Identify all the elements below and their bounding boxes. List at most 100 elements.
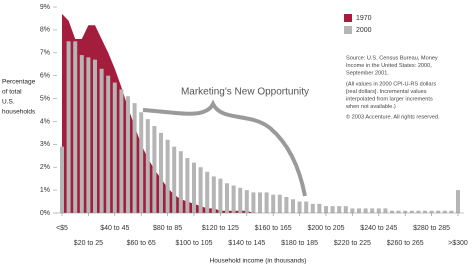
bar [416, 210, 421, 213]
x-tick-label: $20 to 25 [74, 240, 103, 247]
bar [363, 208, 368, 213]
bar [172, 146, 177, 213]
bar [396, 210, 401, 213]
x-tick-label: $120 to 125 [202, 225, 239, 232]
bar [409, 210, 414, 213]
x-tick-label: $180 to 185 [281, 240, 318, 247]
x-tick-label: $60 to 65 [127, 240, 156, 247]
bar [132, 103, 137, 213]
x-tick-label: $160 to 165 [255, 225, 292, 232]
bar [343, 206, 348, 213]
y-tick-label: 9% [40, 4, 50, 11]
y-axis-title: Percentage [2, 79, 36, 86]
bar [403, 210, 408, 213]
bar [159, 132, 163, 213]
bar [429, 210, 434, 213]
legend-label: 2000 [356, 27, 372, 34]
bar [297, 201, 302, 213]
bar [112, 82, 117, 214]
bar [225, 183, 229, 213]
bar [291, 199, 295, 213]
bar [284, 196, 289, 213]
y-tick-label: 3% [40, 141, 50, 148]
bar [86, 57, 91, 213]
bar [442, 210, 447, 213]
y-tick-label: 1% [40, 187, 50, 194]
bar [73, 41, 78, 214]
bar [60, 146, 64, 213]
bar [126, 96, 130, 213]
legend-swatch [344, 26, 352, 34]
bar [436, 210, 441, 213]
bar [376, 208, 381, 213]
y-tick-label: 4% [40, 118, 50, 125]
bar [244, 190, 249, 213]
legend-label: 1970 [356, 15, 372, 22]
x-tick-label: $220 to 225 [334, 240, 371, 247]
bar [139, 112, 144, 213]
bar [99, 68, 104, 213]
bar [119, 89, 124, 213]
bar [264, 192, 269, 213]
x-tick-label: $260 to 265 [387, 240, 424, 247]
y-axis-title: households [2, 109, 36, 116]
bar [310, 203, 315, 213]
x-tick-label: $240 to 245 [360, 225, 397, 232]
opportunity-brace [142, 99, 307, 197]
bar [218, 178, 223, 213]
bar [185, 158, 190, 213]
bar [205, 171, 210, 213]
y-tick-label: 0% [40, 210, 50, 217]
bar [271, 194, 276, 213]
source-note: [real dollars]. Incremental values [346, 89, 427, 95]
source-note: when not available.) [345, 104, 396, 110]
x-tick-label: <$5 [56, 225, 68, 232]
bar [324, 206, 328, 213]
bar [357, 208, 361, 213]
bar [211, 176, 216, 213]
y-axis-title: U.S. [2, 99, 15, 106]
source-note: September 2001. [346, 71, 389, 77]
source-note: interpolated from larger increments [346, 96, 433, 102]
bar [330, 206, 335, 213]
source-note: Source: U.S. Census Bureau, Money [346, 55, 438, 61]
bar [456, 190, 460, 213]
bar [350, 208, 355, 213]
x-tick-label: $40 to 45 [100, 225, 129, 232]
bar [370, 208, 375, 213]
bar [449, 210, 454, 213]
bar [192, 162, 196, 213]
y-tick-label: 8% [40, 27, 50, 34]
bar [152, 126, 157, 213]
x-tick-label: $140 to 145 [228, 240, 265, 247]
bar [423, 210, 427, 213]
bar [66, 41, 71, 214]
y-tick-label: 7% [40, 50, 50, 57]
source-note: (All values in 2000 CPI-U-RS dollars [346, 81, 436, 87]
annotation: Marketing's New Opportunity [181, 87, 309, 98]
bar [258, 192, 262, 213]
bar [93, 59, 97, 214]
x-axis-title: Household income (in thousands) [210, 258, 307, 265]
bar [383, 208, 388, 213]
bar [79, 55, 84, 213]
bar [165, 139, 170, 213]
y-tick-label: 2% [40, 164, 50, 171]
bar [304, 201, 309, 213]
legend-swatch [344, 14, 352, 22]
y-tick-label: 6% [40, 73, 50, 80]
source-note: © 2003 Accenture. All rights reserved. [346, 114, 440, 121]
x-tick-label: $280 to 285 [413, 225, 450, 232]
bar [198, 167, 203, 213]
bar [251, 192, 256, 213]
source-note: Income in the United States: 2000, [346, 63, 432, 69]
bar [178, 151, 183, 213]
bar [277, 194, 282, 213]
bar [106, 75, 111, 214]
x-tick-label: $80 to 85 [153, 225, 182, 232]
bar [390, 210, 394, 213]
bar [231, 185, 236, 213]
x-tick-label: >$300 [448, 240, 468, 247]
x-tick-label: $100 to 105 [176, 240, 213, 247]
